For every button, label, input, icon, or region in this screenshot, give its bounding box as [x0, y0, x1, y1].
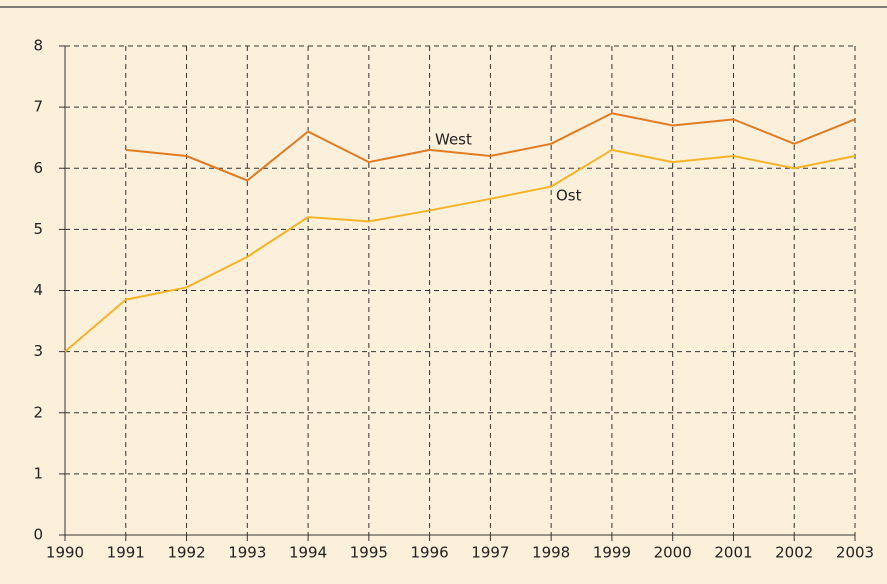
- series-label: Ost: [556, 187, 582, 205]
- x-tick-label: 1996: [411, 544, 449, 562]
- y-tick-label: 1: [33, 464, 43, 482]
- y-tick-label: 5: [33, 220, 43, 238]
- x-tick-label: 1991: [107, 544, 145, 562]
- x-tick-label: 2003: [836, 544, 874, 562]
- x-tick-label: 1995: [350, 544, 388, 562]
- x-tick-label: 2001: [714, 544, 752, 562]
- series-label: West: [435, 131, 472, 149]
- x-tick-label: 2000: [654, 544, 692, 562]
- y-tick-label: 4: [33, 281, 43, 299]
- line-series: [125, 112, 856, 182]
- y-tick-label: 0: [33, 526, 43, 544]
- y-tick-label: 3: [33, 342, 43, 360]
- y-tick-label: 6: [33, 159, 43, 177]
- x-tick-label: 2002: [775, 544, 813, 562]
- x-tick-label: 1998: [532, 544, 570, 562]
- x-tick-label: 1999: [593, 544, 631, 562]
- x-tick-label: 1993: [228, 544, 266, 562]
- x-tick-label: 1990: [46, 544, 84, 562]
- x-tick-label: 1997: [471, 544, 509, 562]
- line-series: [64, 148, 856, 353]
- x-tick-label: 1994: [289, 544, 327, 562]
- y-tick-label: 8: [33, 37, 43, 55]
- x-tick-label: 1992: [167, 544, 205, 562]
- y-tick-label: 2: [33, 403, 43, 421]
- y-tick-label: 7: [33, 98, 43, 116]
